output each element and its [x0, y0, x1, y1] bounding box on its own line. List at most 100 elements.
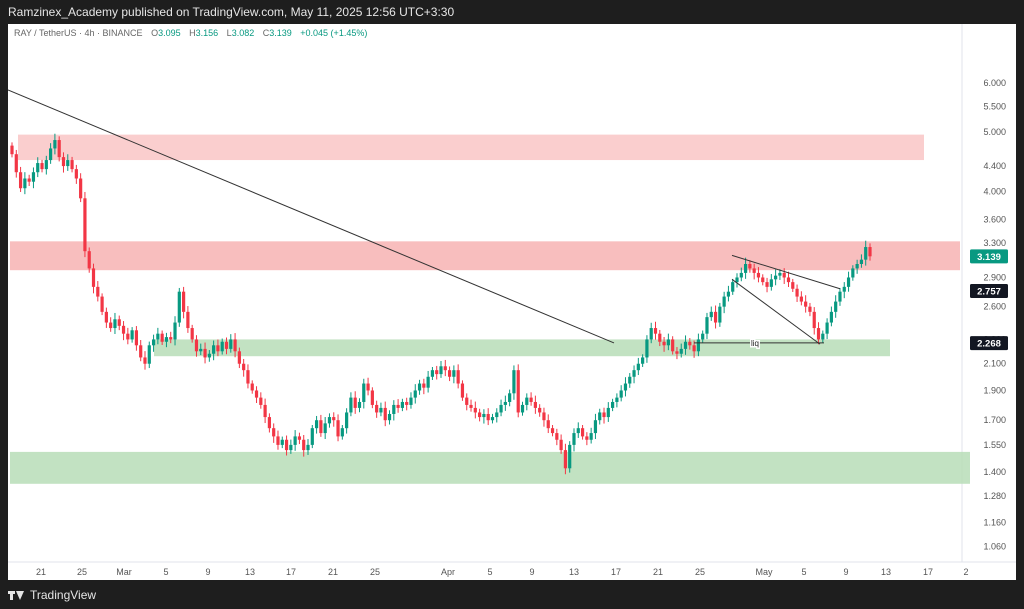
- candle-body: [87, 251, 91, 269]
- candle: [340, 424, 344, 440]
- candle: [83, 191, 87, 258]
- candle: [546, 414, 550, 434]
- candle: [658, 329, 662, 347]
- candle: [143, 351, 147, 370]
- candle: [778, 269, 782, 280]
- high-value: 3.156: [195, 28, 219, 38]
- candle: [825, 318, 829, 340]
- candle: [259, 392, 263, 409]
- candle-body: [117, 319, 121, 326]
- candle: [190, 324, 194, 343]
- candle: [306, 439, 310, 455]
- candle-body: [413, 390, 417, 398]
- publisher-line: Ramzinex_Academy published on TradingVie…: [8, 5, 455, 19]
- candle-body: [765, 282, 769, 287]
- candle-body: [332, 417, 336, 421]
- price-tick-label: 2.600: [983, 302, 1006, 312]
- candle: [512, 365, 516, 400]
- candle-body: [447, 370, 452, 377]
- price-axis[interactable]: 6.000 5.500 5.000 4.400 4.000 3.600 3.300 2.900…: [983, 78, 1006, 551]
- candle-body: [572, 433, 576, 445]
- candle-body: [713, 311, 718, 323]
- candle: [713, 305, 718, 329]
- candle-body: [701, 333, 705, 340]
- candle: [353, 391, 357, 414]
- candle-body: [36, 163, 40, 173]
- candle-body: [623, 383, 628, 391]
- candle: [289, 439, 293, 454]
- candle-body: [641, 357, 645, 364]
- candle-body: [392, 404, 396, 414]
- candle: [465, 393, 469, 411]
- candle-body: [387, 413, 392, 421]
- candle-body: [675, 351, 679, 354]
- flag-lower-line: [731, 278, 821, 345]
- candle-body: [370, 390, 374, 405]
- candle: [636, 357, 640, 376]
- candle: [130, 327, 134, 343]
- candle: [722, 291, 726, 314]
- candle-body: [456, 370, 460, 384]
- candle-body: [109, 322, 113, 329]
- candle: [18, 166, 23, 192]
- candle-body: [310, 428, 314, 445]
- candle: [87, 247, 91, 273]
- candle: [679, 343, 683, 358]
- candle-body: [151, 339, 156, 346]
- candle-body: [756, 272, 761, 278]
- candle: [606, 402, 610, 422]
- candle: [66, 154, 70, 171]
- candle-body: [49, 148, 53, 161]
- close-value: 3.139: [269, 28, 292, 38]
- candle: [460, 380, 465, 401]
- time-tick-label: 25: [370, 567, 380, 577]
- chart-panel[interactable]: liq 6.000 5.500 5.000 4.400 4.000 3.600 3.300 2.…: [8, 24, 1016, 580]
- candle-body: [538, 407, 542, 413]
- candle-body: [460, 383, 465, 398]
- candle-body: [718, 306, 722, 323]
- candle-body: [666, 339, 670, 346]
- candle-body: [345, 412, 349, 429]
- price-tick-label: 4.400: [983, 161, 1006, 171]
- candle-body: [276, 436, 280, 445]
- candle: [203, 342, 207, 364]
- candle-body: [383, 407, 387, 421]
- price-tick-label: 1.160: [983, 517, 1006, 527]
- candle: [452, 365, 456, 384]
- price-tag-value: 2.757: [977, 286, 1001, 297]
- time-tick-label: 9: [205, 567, 210, 577]
- candle: [44, 155, 48, 175]
- time-tick-label: 21: [653, 567, 663, 577]
- candle: [396, 399, 400, 413]
- price-tag-value: 2.268: [977, 339, 1001, 350]
- candle: [851, 265, 855, 281]
- candle-body: [194, 339, 199, 352]
- candle-body: [808, 306, 812, 312]
- candle-body: [696, 339, 700, 352]
- candle-body: [57, 140, 61, 158]
- candle: [126, 327, 130, 345]
- candle-body: [490, 417, 495, 421]
- candle: [134, 326, 139, 351]
- candlestick-chart[interactable]: liq 6.000 5.500 5.000 4.400 4.000 3.600 3.300 2.…: [8, 24, 1016, 580]
- candle-body: [23, 178, 27, 189]
- candle: [563, 443, 568, 475]
- candle: [829, 306, 833, 327]
- candle-body: [568, 444, 572, 469]
- price-tick-label: 5.000: [983, 127, 1006, 137]
- candle: [705, 312, 709, 340]
- price-tick-label: 2.100: [983, 359, 1006, 369]
- candle: [568, 441, 572, 473]
- candle-body: [289, 444, 293, 451]
- candle: [272, 423, 276, 443]
- candle: [405, 397, 409, 411]
- candle: [503, 395, 507, 411]
- candle: [602, 407, 606, 424]
- candle-body: [735, 277, 739, 283]
- candle-body: [182, 291, 186, 312]
- candle: [100, 293, 104, 316]
- time-axis[interactable]: 21 25 Mar 5 9 13 17 21 25 Apr 5 9 13 17 21 25 May 5 9 13 17 2: [36, 567, 969, 577]
- candle: [233, 333, 237, 358]
- price-tick-label: 2.900: [983, 272, 1006, 282]
- candle: [666, 333, 670, 351]
